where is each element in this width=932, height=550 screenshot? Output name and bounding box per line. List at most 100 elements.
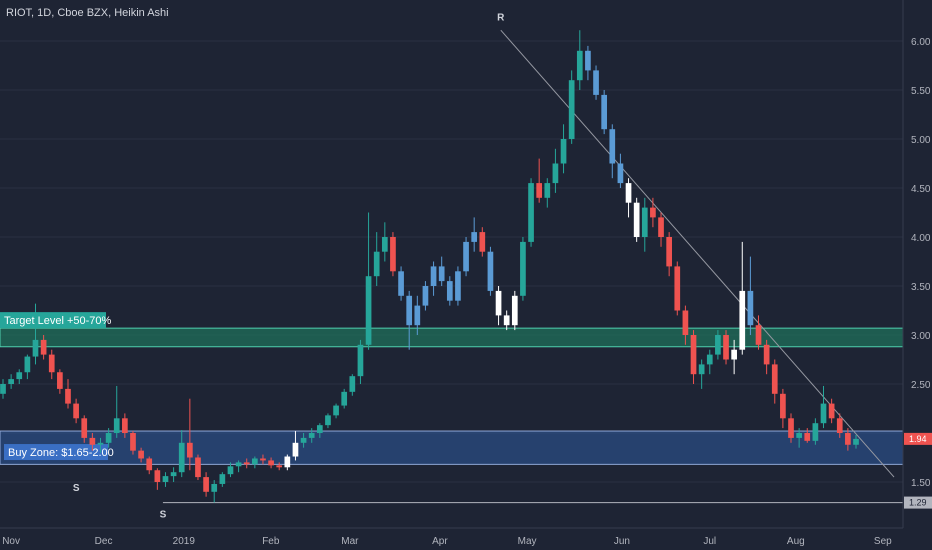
candle[interactable] (755, 315, 762, 350)
candle[interactable] (658, 212, 664, 247)
candle[interactable] (471, 217, 478, 252)
candle[interactable] (81, 415, 88, 443)
candle[interactable] (398, 266, 404, 301)
candle[interactable] (381, 222, 388, 262)
candle[interactable] (487, 246, 494, 296)
candle[interactable] (593, 65, 599, 100)
candle[interactable] (325, 413, 331, 429)
candle[interactable] (178, 430, 185, 478)
candle[interactable] (146, 456, 153, 475)
candle[interactable] (731, 339, 737, 375)
candle[interactable] (747, 256, 754, 335)
candle[interactable] (820, 385, 827, 429)
candle[interactable] (446, 276, 453, 306)
candle[interactable] (544, 178, 551, 208)
candle[interactable] (739, 241, 746, 355)
candle[interactable] (65, 379, 71, 409)
target-zone[interactable] (0, 327, 904, 348)
candle[interactable] (666, 232, 672, 277)
candle[interactable] (154, 468, 161, 490)
candle[interactable] (138, 447, 144, 463)
candle[interactable] (763, 339, 770, 375)
candle[interactable] (390, 232, 396, 277)
candle[interactable] (57, 369, 63, 394)
candle[interactable] (89, 433, 96, 451)
time-axis[interactable]: Nov Dec 2019 Feb Mar Apr May Jun Jul Aug Sep (0, 527, 903, 547)
trendline[interactable] (500, 29, 895, 478)
candle[interactable] (73, 398, 79, 424)
candle[interactable] (243, 458, 250, 469)
candle[interactable] (414, 295, 421, 335)
candle[interactable] (357, 339, 364, 384)
candle[interactable] (845, 428, 851, 451)
candle[interactable] (187, 398, 193, 471)
candle[interactable] (24, 354, 31, 380)
candle[interactable] (853, 434, 859, 449)
candle[interactable] (130, 431, 136, 455)
candle[interactable] (511, 290, 518, 331)
candle[interactable] (828, 398, 835, 424)
candle[interactable] (349, 374, 356, 396)
candle[interactable] (251, 456, 258, 469)
candle[interactable] (268, 457, 274, 469)
candle[interactable] (365, 212, 372, 350)
candle[interactable] (625, 178, 632, 218)
candle[interactable] (715, 330, 721, 360)
candle[interactable] (674, 261, 681, 316)
candle[interactable] (316, 423, 323, 438)
candle[interactable] (723, 330, 729, 365)
candle[interactable] (788, 413, 794, 443)
candle[interactable] (576, 30, 583, 90)
candle[interactable] (690, 330, 697, 384)
candle[interactable] (122, 413, 128, 438)
candle[interactable] (609, 124, 616, 179)
price-axis[interactable]: 6.00 5.50 5.00 4.50 4.00 3.50 3.00 2.50 1.50 1.94… (902, 0, 932, 550)
candle[interactable] (771, 359, 778, 404)
candle[interactable] (698, 359, 705, 389)
candle[interactable] (203, 472, 209, 497)
candle[interactable] (292, 431, 299, 461)
candle[interactable] (804, 428, 811, 443)
candle[interactable] (568, 70, 575, 144)
candle[interactable] (406, 290, 413, 350)
candle[interactable] (520, 237, 526, 301)
candle[interactable] (170, 467, 177, 482)
candle[interactable] (812, 418, 819, 445)
candle[interactable] (455, 266, 461, 306)
candle[interactable] (536, 158, 543, 203)
candle[interactable] (341, 388, 348, 409)
candle[interactable] (438, 256, 445, 286)
candle[interactable] (260, 454, 266, 465)
candle[interactable] (97, 437, 104, 453)
candle[interactable] (195, 454, 201, 481)
candle[interactable] (105, 428, 112, 448)
candle[interactable] (528, 178, 534, 247)
candle[interactable] (430, 261, 437, 296)
candle[interactable] (48, 349, 55, 380)
candle[interactable] (162, 472, 169, 487)
candle[interactable] (780, 388, 786, 429)
candle[interactable] (284, 454, 291, 471)
candle[interactable] (633, 197, 640, 242)
candle[interactable] (796, 428, 802, 448)
candle[interactable] (479, 227, 486, 257)
candle[interactable] (495, 286, 502, 326)
candle[interactable] (32, 303, 39, 365)
candle[interactable] (211, 480, 218, 503)
candle[interactable] (276, 462, 283, 471)
candle[interactable] (422, 281, 429, 311)
candle[interactable] (113, 385, 120, 438)
candle[interactable] (617, 153, 624, 188)
candle[interactable] (463, 237, 469, 277)
candle[interactable] (836, 413, 843, 438)
candle[interactable] (503, 310, 510, 331)
candle[interactable] (300, 433, 307, 448)
candle[interactable] (16, 369, 23, 384)
candle[interactable] (552, 148, 559, 193)
candle[interactable] (308, 428, 315, 443)
candle[interactable] (333, 403, 339, 419)
candle[interactable] (641, 197, 648, 252)
candle[interactable] (235, 460, 242, 473)
candle[interactable] (706, 349, 713, 375)
